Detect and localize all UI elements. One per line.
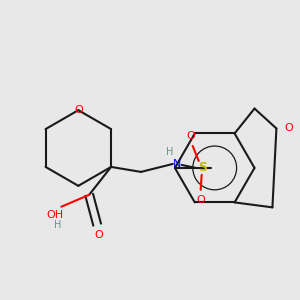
- Text: OH: OH: [47, 210, 64, 220]
- Text: H: H: [54, 220, 61, 230]
- Text: S: S: [198, 161, 207, 174]
- Text: O: O: [284, 124, 293, 134]
- Text: O: O: [196, 195, 205, 205]
- Text: H: H: [166, 147, 173, 157]
- Text: O: O: [95, 230, 103, 240]
- Text: N: N: [172, 159, 181, 169]
- Text: O: O: [74, 105, 83, 115]
- Text: O: O: [186, 131, 195, 141]
